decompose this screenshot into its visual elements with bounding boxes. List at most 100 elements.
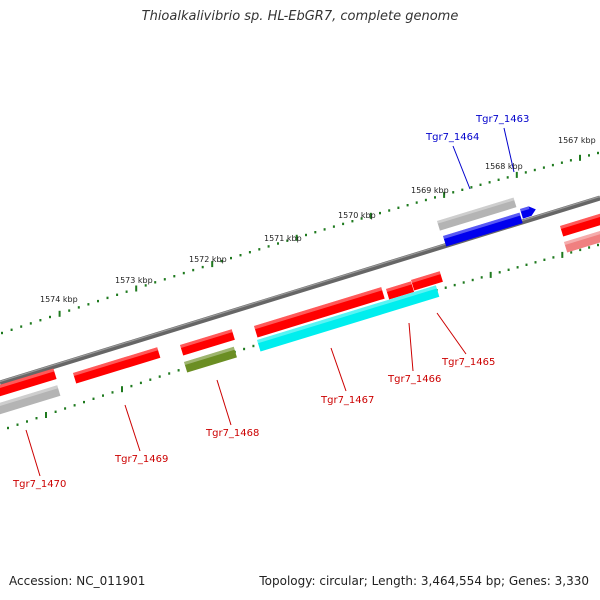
ruler-minor-tick <box>139 381 142 385</box>
ruler-minor-tick <box>388 209 391 212</box>
gene-label-tgr7-1464[interactable]: Tgr7_1464 <box>425 132 479 143</box>
ruler-minor-tick <box>424 198 427 202</box>
ruler-minor-tick <box>49 315 51 319</box>
gene-tgr7-1470-upper[interactable] <box>0 368 57 397</box>
ruler-minor-tick <box>488 181 491 184</box>
gene-label-tgr7-1465[interactable]: Tgr7_1465 <box>441 357 495 368</box>
ruler-minor-tick <box>543 258 546 261</box>
gene-tgr7-1470-lower[interactable] <box>0 385 61 415</box>
kbp-label-1570: 1570 kbp <box>338 211 376 220</box>
ruler-major-tick <box>45 412 47 418</box>
ruler-major-tick <box>489 271 492 278</box>
genome-title: Thioalkalivibrio sp. HL-EbGR7, complete … <box>141 9 459 24</box>
gene-tgr7-1467-upper[interactable] <box>254 287 385 338</box>
gene-tgr7-1466-upper-shine <box>386 281 412 292</box>
gene-tgr7-1463[interactable] <box>520 205 537 219</box>
ruler-minor-tick <box>92 397 95 400</box>
ruler-major-tick <box>443 191 446 198</box>
ruler-major-tick <box>515 171 518 178</box>
gene-tgr7-1467-track-body <box>257 285 440 352</box>
gene-far-right-upper[interactable] <box>560 213 600 237</box>
gene-tgr7-1463-body <box>520 206 536 219</box>
ruler-minor-tick <box>351 220 354 223</box>
gene-tgr7-1467-upper-shine <box>254 287 383 330</box>
gene-tgr7-1470-upper-body <box>0 368 57 397</box>
gene-label-tgr7-1466[interactable]: Tgr7_1466 <box>387 374 441 385</box>
leader-tgr7-1467 <box>330 347 347 392</box>
gene-tgr7-1466-upper[interactable] <box>386 281 415 300</box>
ruler-minor-tick <box>182 271 185 275</box>
gene-label-tgr7-1467[interactable]: Tgr7_1467 <box>320 395 374 406</box>
ruler-minor-tick <box>154 281 157 284</box>
ruler-minor-tick <box>506 176 509 179</box>
gene-label-tgr7-1468[interactable]: Tgr7_1468 <box>205 428 259 439</box>
ruler-minor-tick <box>230 256 232 260</box>
gene-far-right-lower-shine <box>564 230 600 245</box>
gene-tgr7-1464-grey-shine <box>437 197 515 224</box>
ruler-minor-tick <box>106 296 109 300</box>
ruler-minor-tick <box>168 372 171 375</box>
leader-tgr7-1463 <box>503 127 515 173</box>
ruler-minor-tick <box>533 168 536 172</box>
ruler-minor-tick <box>462 281 465 284</box>
ruler-minor-tick <box>54 410 57 413</box>
gene-tgr7-1464-grey[interactable] <box>437 197 517 231</box>
ruler-minor-tick <box>524 171 527 174</box>
ruler-minor-tick <box>444 286 447 289</box>
ruler-minor-tick <box>163 278 166 281</box>
gene-tgr7-1467-track[interactable] <box>257 285 440 352</box>
gene-tgr7-1468-upper-shine <box>180 329 233 348</box>
ruler-major-tick <box>369 212 372 219</box>
kbp-label-1571: 1571 kbp <box>264 234 302 243</box>
ruler-minor-tick <box>201 265 204 269</box>
ruler-minor-tick <box>267 245 270 248</box>
ruler-minor-tick <box>258 248 261 251</box>
ruler-minor-tick <box>470 186 473 189</box>
ruler-minor-tick <box>507 268 510 271</box>
kbp-labels: 1574 kbp 1573 kbp 1572 kbp 1571 kbp 1570… <box>40 136 596 304</box>
genome-summary-text: Topology: circular; Length: 3,464,554 bp… <box>259 574 589 588</box>
ruler-minor-tick <box>7 426 9 430</box>
gene-tgr7-1470-lower-body <box>0 385 61 415</box>
ruler-minor-tick <box>243 347 246 351</box>
ruler-minor-tick <box>111 391 114 394</box>
ruler-minor-tick <box>248 251 251 254</box>
ruler-minor-tick <box>177 369 180 372</box>
gene-far-right-lower[interactable] <box>564 230 600 253</box>
gene-tgr7-1469[interactable] <box>73 347 161 384</box>
ruler-minor-tick <box>173 275 176 278</box>
ruler-minor-tick <box>415 201 418 204</box>
kbp-label-1567: 1567 kbp <box>558 136 596 145</box>
gene-tgr7-1464[interactable] <box>443 212 523 247</box>
leader-tgr7-1465 <box>436 312 467 355</box>
gene-tgr7-1470-upper-shine <box>0 368 55 389</box>
gene-label-tgr7-1470[interactable]: Tgr7_1470 <box>12 479 66 490</box>
gene-tgr7-1468-upper[interactable] <box>180 329 235 356</box>
kbp-label-1573: 1573 kbp <box>115 276 153 285</box>
gene-label-tgr7-1469[interactable]: Tgr7_1469 <box>114 454 168 465</box>
ruler-minor-tick <box>551 163 554 167</box>
gene-labels: Tgr7_1463 Tgr7_1464 Tgr7_1465 Tgr7_1466 … <box>12 114 529 490</box>
ruler-minor-tick <box>461 188 464 191</box>
ruler-minor-tick <box>597 243 599 247</box>
ruler-minor-tick <box>125 290 128 293</box>
ruler-major-tick <box>58 310 61 317</box>
gene-tgr7-1468[interactable] <box>184 346 237 373</box>
ruler-minor-tick <box>83 400 85 404</box>
ruler-minor-tick <box>525 263 528 266</box>
ruler-minor-tick <box>286 239 289 242</box>
ruler-minor-tick <box>542 166 545 169</box>
ruler-minor-tick <box>497 178 500 181</box>
gene-tgr7-1465-upper[interactable] <box>411 271 443 291</box>
ruler-minor-tick <box>39 319 42 322</box>
ruler-minor-tick <box>552 256 555 259</box>
gene-tgr7-1465-upper-shine <box>411 271 441 283</box>
ruler-minor-tick <box>116 293 119 296</box>
gene-track <box>0 197 600 415</box>
ruler-minor-tick <box>498 271 501 274</box>
ruler-minor-tick <box>130 384 133 388</box>
ruler-minor-tick <box>570 251 573 254</box>
gene-label-tgr7-1463[interactable]: Tgr7_1463 <box>475 114 529 125</box>
ruler-minor-tick <box>480 276 483 279</box>
gene-tgr7-1469-shine <box>73 347 159 376</box>
